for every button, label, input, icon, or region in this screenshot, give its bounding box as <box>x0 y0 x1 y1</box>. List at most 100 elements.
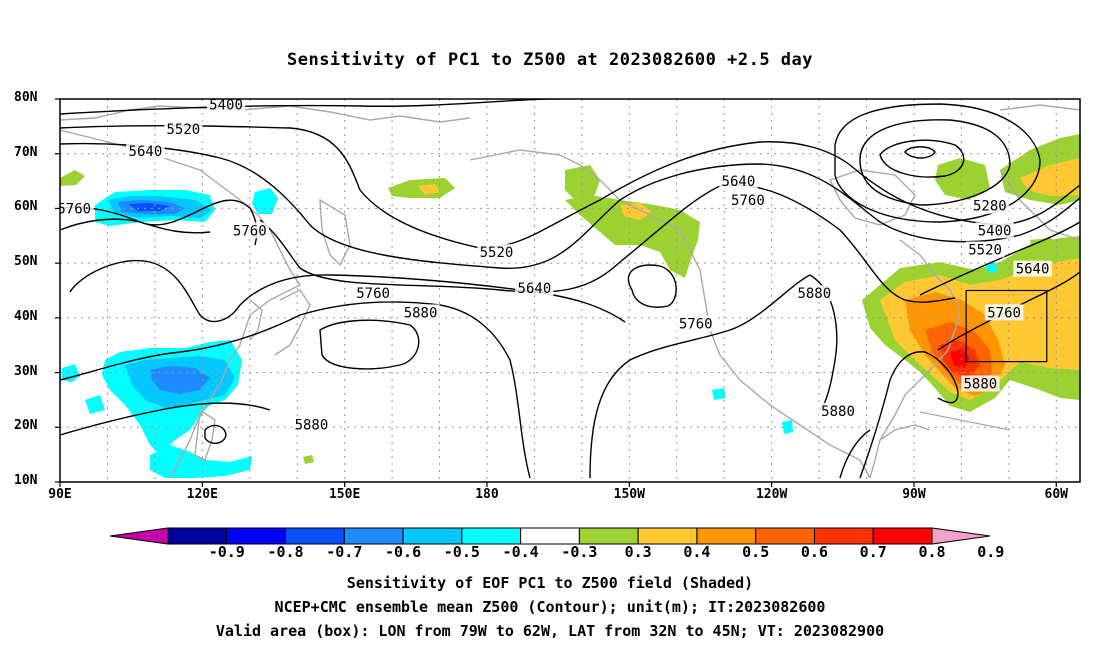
colorbar-label: -0.4 <box>502 543 539 561</box>
contour-label-bg <box>984 304 1024 321</box>
contour-label-bg <box>515 279 554 296</box>
contour-label: 5520 <box>166 122 200 138</box>
map-title: Sensitivity of PC1 to Z500 at 2023082600… <box>286 50 813 70</box>
lat-label: 50N <box>14 254 38 270</box>
shade-positive-pacific-dot <box>303 455 314 464</box>
contour-label-bg <box>728 192 768 209</box>
shade-negative-pacific-dot <box>712 388 726 400</box>
contour-5400 <box>60 99 560 115</box>
contour-label: 5640 <box>1016 262 1050 278</box>
contour-label: 5880 <box>797 286 831 302</box>
contour-label: 5520 <box>480 245 514 261</box>
colorbar-label: -0.5 <box>443 543 480 561</box>
lat-label: 40N <box>14 308 38 324</box>
contour-5880-pacific <box>589 274 838 479</box>
contour-5280-inner <box>904 146 936 159</box>
colorbar-label: -0.9 <box>208 543 245 561</box>
lon-label: 150W <box>613 487 645 502</box>
colorbar-swatch <box>285 527 345 545</box>
shade-positive-labrador-04 <box>1020 158 1080 196</box>
contour-5640 <box>60 142 1080 269</box>
contour-label: 5520 <box>968 242 1002 258</box>
contour-label: 5640 <box>722 174 756 190</box>
contour-label: 5880 <box>821 404 855 420</box>
contour-label: 5640 <box>518 281 552 297</box>
coast-kamchatka <box>319 198 351 267</box>
colorbar-swatch <box>520 527 580 545</box>
sensitivity-shading <box>60 134 1080 478</box>
contour-labels: 5400 5520 5640 5760 5760 5760 5880 5880 5520 5640… <box>60 99 1052 434</box>
colorbar-high-extend <box>931 527 991 545</box>
colorbar-label: 0.4 <box>683 543 711 561</box>
contour-label: 5880 <box>964 377 998 393</box>
contour-label-bg <box>965 241 1005 258</box>
contour-5880-gulf <box>839 429 871 479</box>
lat-label: 80N <box>14 90 38 105</box>
z500-contours <box>60 99 1080 479</box>
contour-label-bg <box>795 285 834 302</box>
lon-label: 120E <box>186 487 218 502</box>
contour-label-bg <box>719 173 758 190</box>
shade-positive-gulf-alaska <box>565 195 700 278</box>
shade-negative-mongolia-2 <box>252 188 278 214</box>
contour-label: 5880 <box>295 418 329 434</box>
colorbar <box>109 527 991 545</box>
contour-label-bg <box>230 222 269 239</box>
colorbar-swatch <box>696 527 757 545</box>
lon-label: 90W <box>902 487 926 502</box>
contour-5520 <box>60 124 1080 249</box>
colorbar-label: 0.6 <box>800 543 828 561</box>
coastlines <box>60 104 1080 479</box>
contour-label: 5400 <box>978 223 1012 239</box>
contour-5400-ring <box>859 119 1011 206</box>
valid-area-box <box>965 289 1048 363</box>
coast-east-asia <box>60 129 302 479</box>
lat-label: 30N <box>14 363 38 379</box>
colorbar-label: 0.8 <box>918 543 946 561</box>
coast-caribbean <box>919 411 1011 431</box>
contour-label-bg <box>1013 260 1052 277</box>
contour-5880-small <box>204 424 227 444</box>
coast-korea-japan <box>249 289 311 356</box>
shade-negative-westchina <box>62 364 80 382</box>
contour-label-bg <box>401 304 440 321</box>
colorbar-swatch <box>755 527 815 545</box>
lat-label: 70N <box>14 144 38 160</box>
coast-north-america-east <box>869 239 961 479</box>
shade-positive-eastcoast-08 <box>950 349 970 368</box>
contour-5880 <box>60 301 531 479</box>
contour-5280-low <box>879 139 965 178</box>
contour-label: 5760 <box>679 316 713 332</box>
colorbar-label: -0.7 <box>326 543 363 561</box>
contour-label-bg <box>961 375 1000 392</box>
contour-5400-b <box>834 103 1041 223</box>
lon-label: 150E <box>328 487 361 502</box>
contour-label-bg <box>975 222 1014 239</box>
colorbar-swatch <box>637 527 698 545</box>
contour-label-bg <box>126 142 165 159</box>
lon-label: 120W <box>755 487 788 502</box>
caption-line-3: Valid area (box): LON from 79W to 62W, L… <box>215 622 885 640</box>
contour-5880-high <box>319 319 420 370</box>
lon-label: 60W <box>1044 487 1069 502</box>
contour-label-bg <box>292 416 331 433</box>
contour-label-bg <box>477 244 516 261</box>
contour-label-bg <box>970 197 1010 214</box>
contour-label-bg <box>676 315 715 332</box>
contour-label: 5760 <box>987 305 1021 321</box>
shade-negative-southchina-sea <box>150 445 252 478</box>
contour-label: 5760 <box>731 193 765 209</box>
colorbar-low-extend <box>109 527 169 545</box>
coast-hudson <box>829 169 916 226</box>
colorbar-swatch <box>167 527 228 545</box>
contour-label: 5760 <box>233 223 267 239</box>
lat-label: 10N <box>14 473 38 488</box>
coast-greenland <box>999 104 1080 241</box>
colorbar-swatch <box>461 527 522 545</box>
contour-5880-south <box>60 402 271 436</box>
contour-5760-asia <box>60 199 258 246</box>
shade-negative-mongolia-06 <box>128 203 170 211</box>
shade-positive-siberia <box>60 170 85 186</box>
colorbar-label: -0.6 <box>385 543 422 561</box>
